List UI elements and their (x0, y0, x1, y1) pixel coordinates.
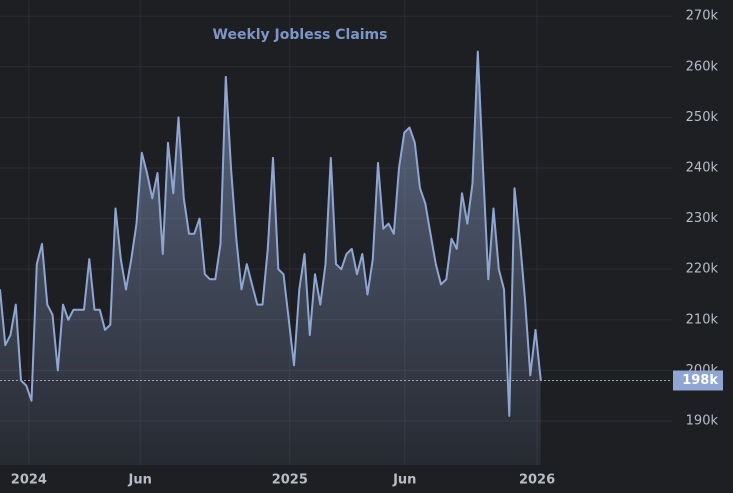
y-tick-label: 260k (686, 59, 719, 74)
y-tick-label: 210k (686, 312, 719, 327)
y-tick-label: 270k (686, 9, 719, 24)
chart-title: Weekly Jobless Claims (213, 27, 388, 43)
current-value-box (673, 370, 723, 391)
y-tick-label: 250k (686, 110, 719, 125)
x-tick-label: Jun (392, 473, 416, 488)
area (0, 51, 541, 465)
y-tick-label: 220k (686, 262, 719, 277)
x-tick-label: Jun (127, 473, 151, 488)
x-tick-label: 2025 (272, 473, 308, 488)
y-tick-label: 230k (686, 211, 719, 226)
x-tick-label: 2024 (11, 473, 47, 488)
x-tick-label: 2026 (519, 473, 555, 488)
line (0, 50, 542, 417)
y-tick-label: 240k (686, 160, 719, 175)
y-tick-label: 190k (686, 413, 719, 428)
current-value-label: 198k (682, 373, 718, 388)
